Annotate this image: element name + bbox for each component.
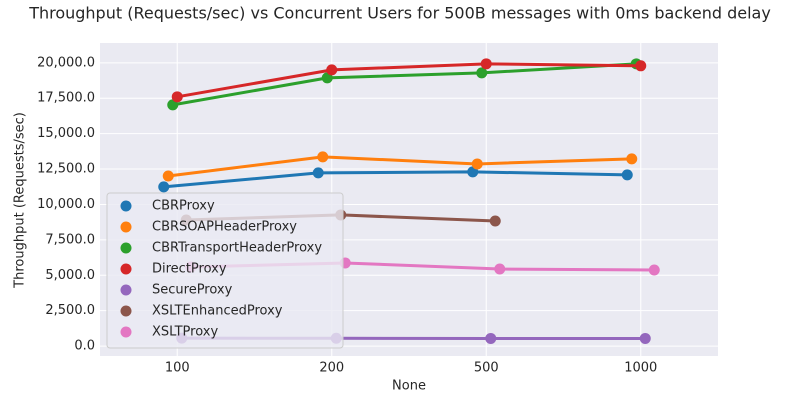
legend-marker (120, 326, 132, 338)
legend-label: SecureProxy (152, 283, 233, 298)
point (471, 158, 483, 170)
x-tick-label: 100 (165, 361, 190, 376)
x-tick-label: 200 (319, 361, 344, 376)
legend-marker (120, 263, 132, 275)
point (480, 58, 492, 70)
point (626, 153, 638, 165)
chart-title: Throughput (Requests/sec) vs Concurrent … (28, 4, 771, 23)
point (162, 170, 174, 182)
legend-marker (120, 305, 132, 317)
legend-label: XSLTProxy (152, 325, 218, 340)
y-tick-label: 7,500.0 (45, 232, 95, 247)
legend-label: CBRProxy (152, 199, 215, 214)
y-tick-label: 20,000.0 (37, 55, 95, 70)
x-axis-label: None (392, 379, 426, 394)
legend-marker (120, 221, 132, 233)
y-tick-label: 15,000.0 (37, 126, 95, 141)
point (494, 263, 506, 275)
x-tick-label: 500 (474, 361, 499, 376)
series-line (163, 170, 628, 189)
legend-label: CBRTransportHeaderProxy (152, 241, 322, 256)
y-tick-label: 17,500.0 (37, 91, 95, 106)
point (485, 332, 497, 344)
point (171, 91, 183, 103)
legend-marker (120, 200, 132, 212)
point (317, 151, 329, 163)
y-tick-label: 5,000.0 (45, 268, 95, 283)
series-line (168, 155, 632, 178)
legend-marker (120, 242, 132, 254)
y-tick-label: 2,500.0 (45, 303, 95, 318)
point (158, 181, 170, 193)
legend-label: DirectProxy (152, 262, 227, 277)
point (639, 332, 651, 344)
point (326, 64, 338, 76)
y-tick-label: 12,500.0 (37, 162, 95, 177)
y-tick-label: 10,000.0 (37, 197, 95, 212)
y-tick-label: 0.0 (74, 339, 95, 354)
series-line (176, 62, 641, 99)
point (621, 169, 633, 181)
legend-label: XSLTEnhancedProxy (152, 304, 283, 319)
point (648, 264, 660, 276)
series-line (172, 62, 637, 107)
point (635, 60, 647, 72)
legend-box (106, 192, 344, 349)
y-axis-label: Throughput (Requests/sec) (13, 112, 28, 289)
point (312, 167, 324, 179)
legend-label: CBRSOAPHeaderProxy (152, 220, 297, 235)
point (489, 215, 501, 227)
point (167, 99, 179, 111)
legend-marker (120, 284, 132, 296)
point (476, 67, 488, 79)
x-tick-label: 1000 (624, 361, 657, 376)
